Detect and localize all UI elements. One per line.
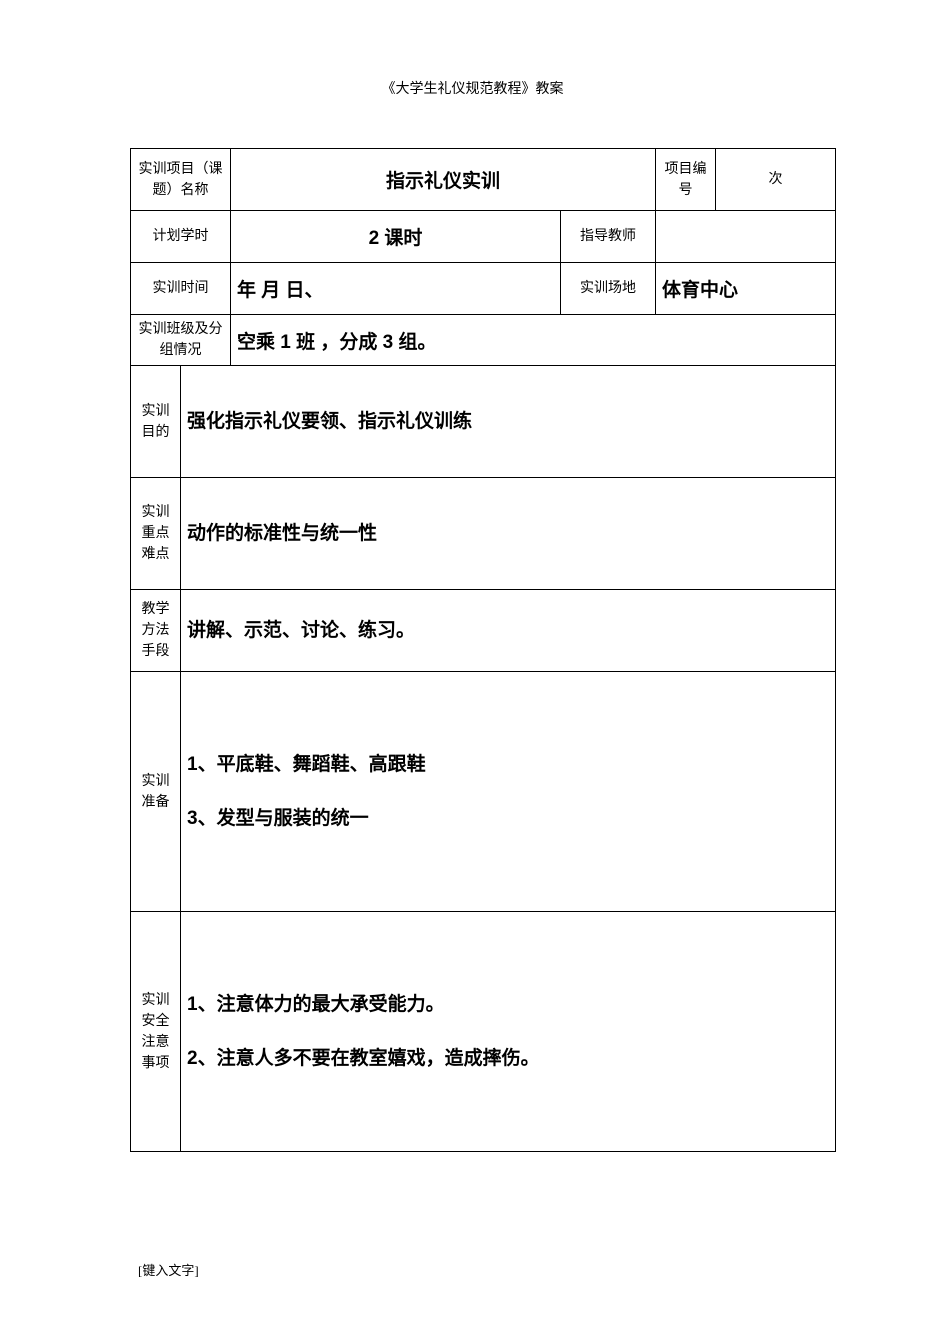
value-preparation: 1、平底鞋、舞蹈鞋、高跟鞋 3、发型与服装的统一 [181, 672, 836, 912]
label-teaching-methods: 教学方法手段 [131, 590, 181, 672]
label-text: 教学方法手段 [137, 599, 174, 662]
safety-line-2: 2、注意人多不要在教室嬉戏，造成摔伤。 [187, 1032, 829, 1085]
table-row: 实训时间 年 月 日、 实训场地 体育中心 [131, 263, 836, 315]
label-project-name: 实训项目（课题）名称 [131, 149, 231, 211]
label-text: 实训目的 [137, 401, 174, 443]
label-text: 实训准备 [137, 771, 174, 813]
label-class-grouping: 实训班级及分组情况 [131, 315, 231, 366]
prep-line-1: 1、平底鞋、舞蹈鞋、高跟鞋 [187, 738, 829, 791]
label-preparation: 实训准备 [131, 672, 181, 912]
table-row: 教学方法手段 讲解、示范、讨论、练习。 [131, 590, 836, 672]
label-text: 实训安全注意事项 [137, 990, 174, 1074]
label-training-time: 实训时间 [131, 263, 231, 315]
label-project-number: 项目编号 [656, 149, 716, 211]
label-training-purpose: 实训目的 [131, 366, 181, 478]
label-training-place: 实训场地 [561, 263, 656, 315]
table-row: 实训目的 强化指示礼仪要领、指示礼仪训练 [131, 366, 836, 478]
value-teaching-methods: 讲解、示范、讨论、练习。 [181, 590, 836, 672]
value-training-time: 年 月 日、 [231, 263, 561, 315]
table-row: 实训项目（课题）名称 指示礼仪实训 项目编号 次 [131, 149, 836, 211]
page-footer: [键入文字] [138, 1260, 199, 1279]
prep-line-2: 3、发型与服装的统一 [187, 792, 829, 845]
value-safety-notes: 1、注意体力的最大承受能力。 2、注意人多不要在教室嬉戏，造成摔伤。 [181, 912, 836, 1152]
table-row: 实训班级及分组情况 空乘 1 班 ，分成 3 组。 [131, 315, 836, 366]
label-text: 实训重点难点 [137, 502, 174, 565]
label-instructor: 指导教师 [561, 211, 656, 263]
value-training-purpose: 强化指示礼仪要领、指示礼仪训练 [181, 366, 836, 478]
value-keypoints: 动作的标准性与统一性 [181, 478, 836, 590]
label-planned-hours: 计划学时 [131, 211, 231, 263]
label-safety-notes: 实训安全注意事项 [131, 912, 181, 1152]
label-keypoints: 实训重点难点 [131, 478, 181, 590]
value-project-number: 次 [716, 149, 836, 211]
table-row: 计划学时 2 课时 指导教师 [131, 211, 836, 263]
lesson-plan-table: 实训项目（课题）名称 指示礼仪实训 项目编号 次 计划学时 2 课时 指导教师 … [130, 148, 836, 1152]
table-row: 实训安全注意事项 1、注意体力的最大承受能力。 2、注意人多不要在教室嬉戏，造成… [131, 912, 836, 1152]
value-planned-hours: 2 课时 [231, 211, 561, 263]
table-row: 实训重点难点 动作的标准性与统一性 [131, 478, 836, 590]
value-project-name: 指示礼仪实训 [231, 149, 656, 211]
value-training-place: 体育中心 [656, 263, 836, 315]
value-instructor [656, 211, 836, 263]
value-class-grouping: 空乘 1 班 ，分成 3 组。 [231, 315, 836, 366]
safety-line-1: 1、注意体力的最大承受能力。 [187, 978, 829, 1031]
table-row: 实训准备 1、平底鞋、舞蹈鞋、高跟鞋 3、发型与服装的统一 [131, 672, 836, 912]
page-header: 《大学生礼仪规范教程》教案 [0, 0, 945, 148]
